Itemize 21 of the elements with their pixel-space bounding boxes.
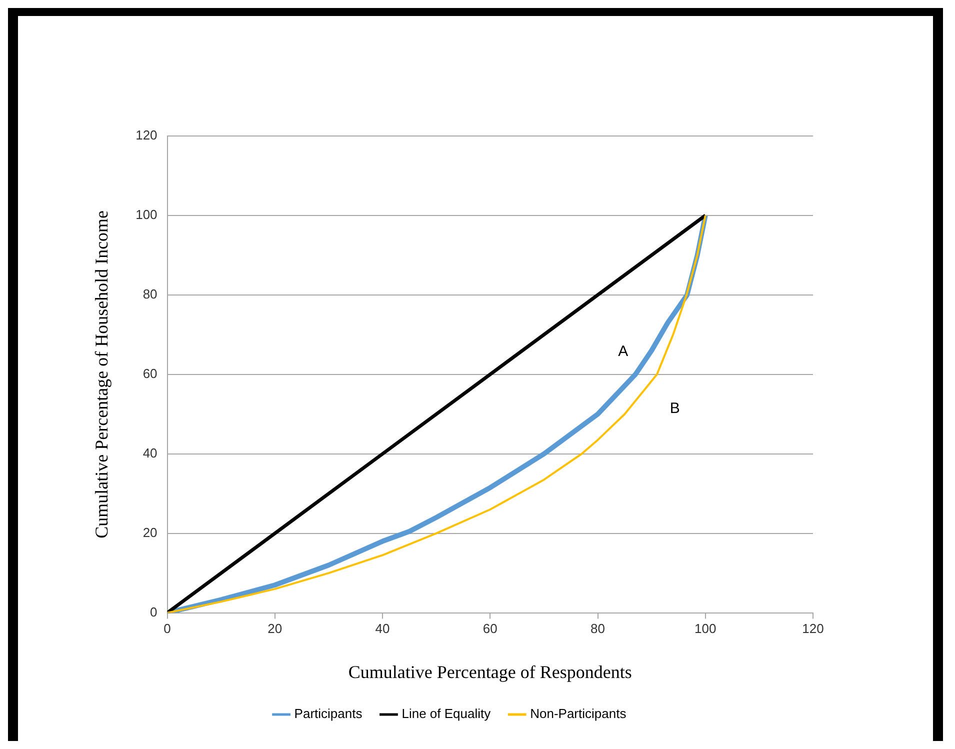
x-tick-label: 80 — [590, 621, 605, 636]
x-tick-label: 100 — [694, 621, 716, 636]
x-tick-label: 60 — [482, 621, 498, 636]
x-tick-label: 40 — [375, 621, 390, 636]
y-axis-title: Cumulative Percentage of Household Income — [92, 210, 112, 538]
y-tick-label: 120 — [136, 128, 158, 143]
annotation: A — [618, 342, 628, 360]
x-tick-label: 0 — [164, 621, 171, 636]
y-tick-label: 60 — [142, 366, 158, 381]
y-tick-label: 100 — [136, 207, 158, 222]
legend-label: Participants — [294, 706, 363, 722]
y-tick-label: 40 — [142, 445, 158, 460]
x-tick-label: 120 — [802, 621, 824, 636]
y-tick-label: 80 — [142, 286, 158, 302]
x-tick-label: 20 — [268, 621, 282, 636]
y-tick-label: 20 — [142, 524, 158, 540]
legend-label: Line of Equality — [402, 706, 492, 722]
legend-label: Non-Participants — [530, 706, 627, 722]
x-axis-title: Cumulative Percentage of Respondents — [348, 662, 632, 682]
annotation: B — [670, 400, 680, 417]
y-tick-label: 0 — [150, 604, 158, 620]
